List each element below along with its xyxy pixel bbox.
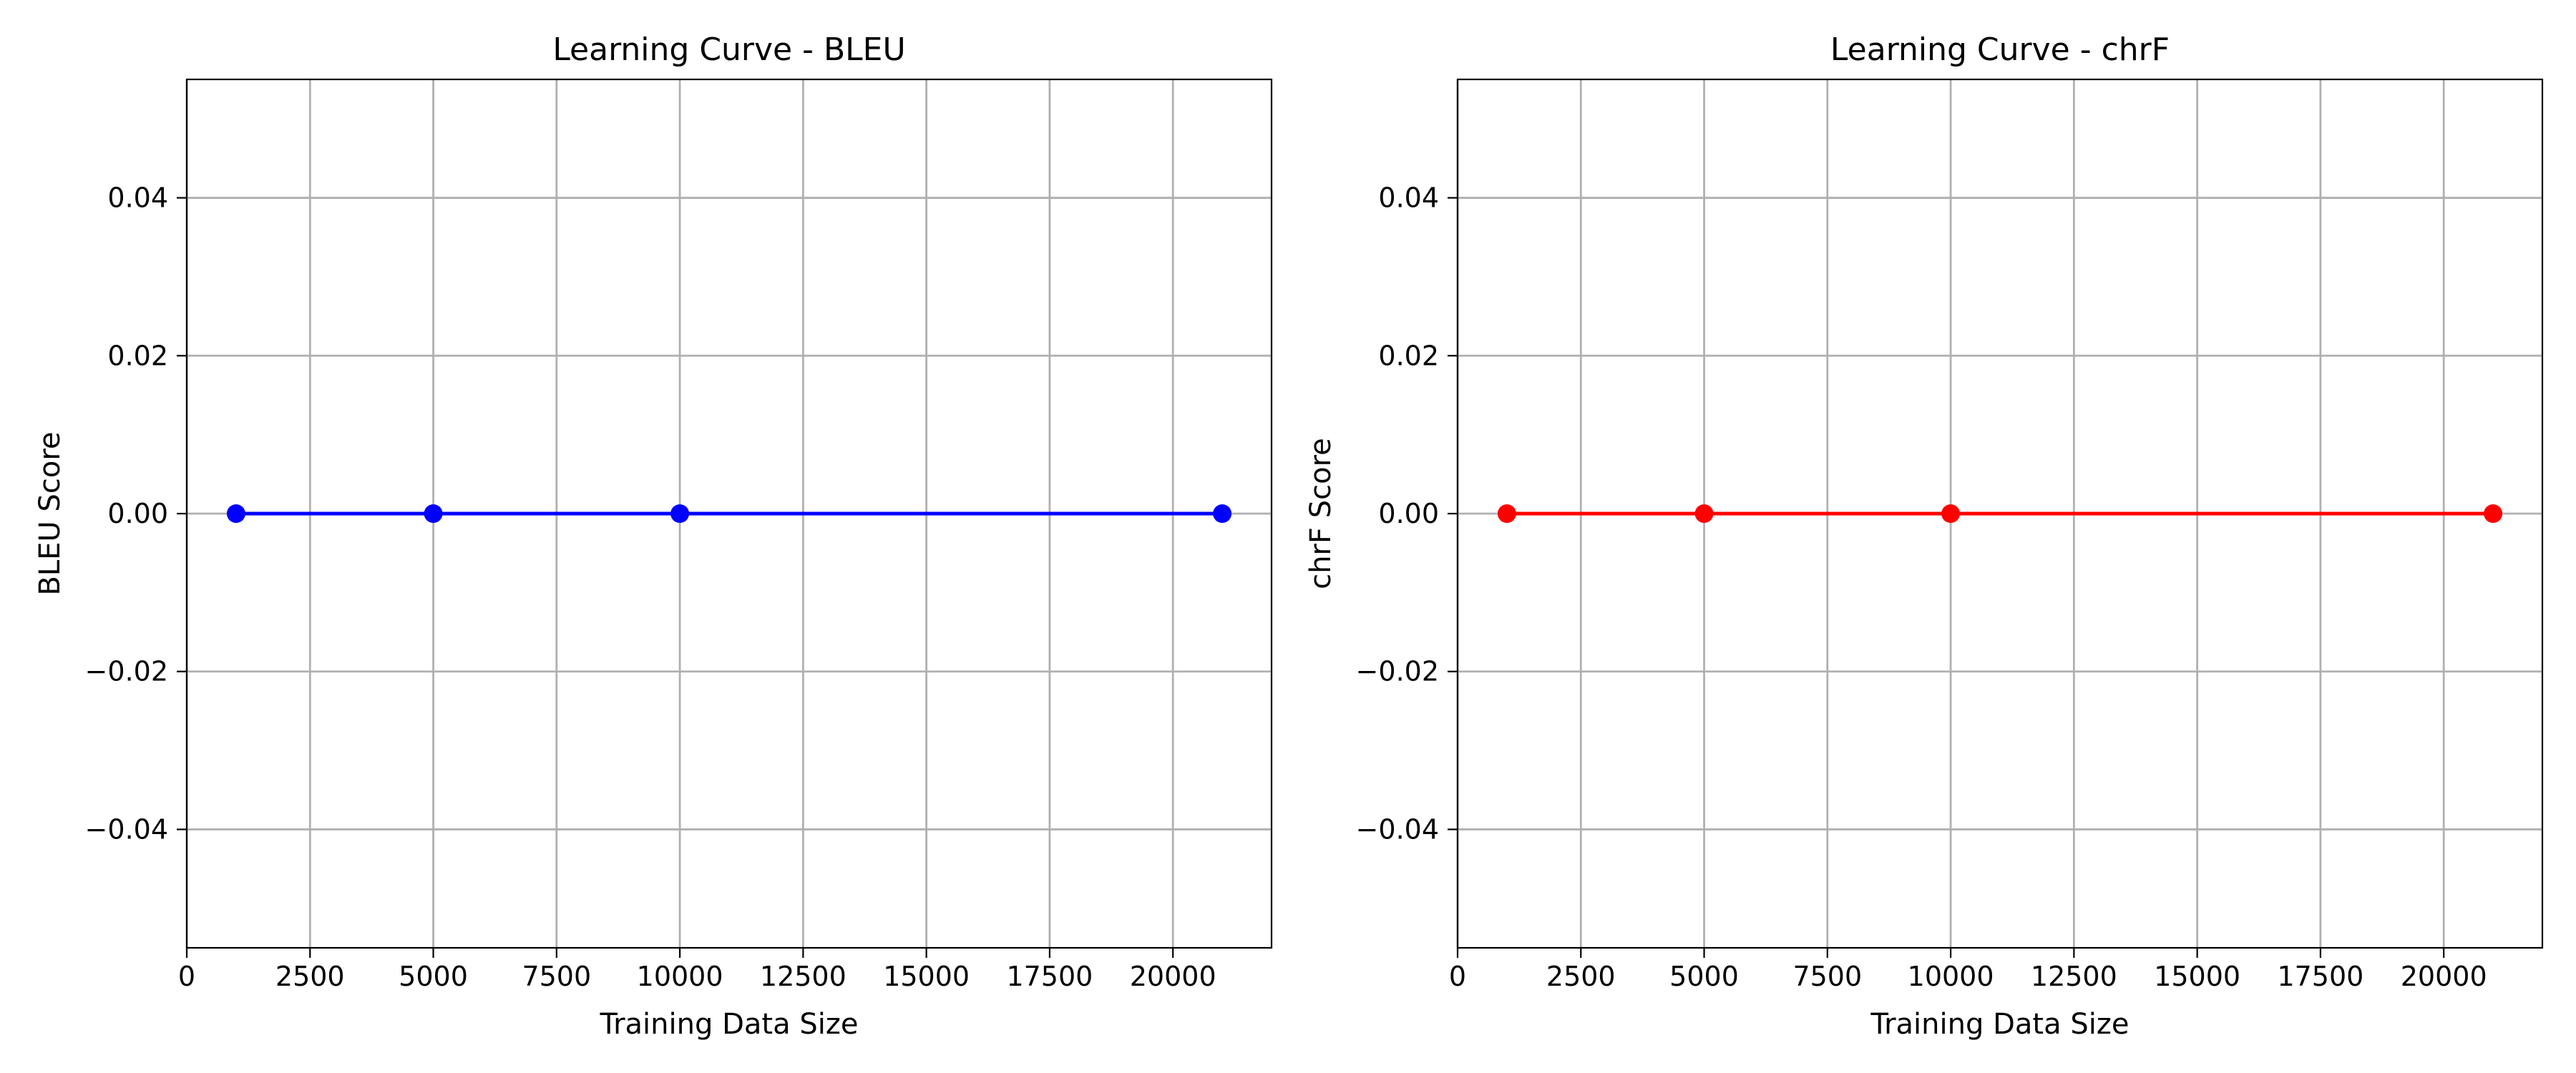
axes-frame (1456, 78, 2544, 949)
x-tick-label: 0 (178, 961, 195, 992)
y-tick-label: 0.04 (107, 182, 168, 214)
x-tick-label: 20000 (2401, 961, 2487, 992)
x-tick-label: 20000 (1130, 961, 1216, 992)
x-tick-label: 5000 (399, 961, 468, 992)
ticks: 0 2500 5000 7500 10000 12500 15000 17500 20000 −0… (85, 182, 1216, 992)
chart-title: Learning Curve - chrF (1830, 31, 2170, 68)
data-point (1213, 504, 1232, 523)
y-tick-label: −0.04 (85, 813, 168, 845)
chart-panel-chrf: Learning Curve - chrF Training Data Size… (1304, 31, 2544, 1041)
chart-panel-bleu: Learning Curve - BLEU Training Data Size… (34, 31, 1273, 1041)
y-tick-label: −0.04 (1356, 813, 1439, 845)
y-tick-label: 0.00 (107, 498, 168, 529)
y-tick-label: −0.02 (85, 656, 168, 687)
x-tick-label: 15000 (2154, 961, 2240, 992)
x-tick-label: 12500 (760, 961, 847, 992)
ticks: 0 2500 5000 7500 10000 12500 15000 17500 20000 −0… (1356, 182, 2487, 992)
x-tick-label: 15000 (883, 961, 970, 992)
data-point (226, 504, 245, 523)
x-tick-label: 2500 (275, 961, 345, 992)
x-axis-label: Training Data Size (600, 1008, 859, 1041)
x-tick-label: 12500 (2031, 961, 2117, 992)
x-tick-label: 17500 (2277, 961, 2363, 992)
axes-frame (185, 78, 1273, 949)
data-point (2484, 504, 2503, 523)
x-tick-label: 10000 (1908, 961, 1994, 992)
y-tick-label: 0.02 (1378, 340, 1439, 371)
data-point (1497, 504, 1516, 523)
data-point (424, 504, 443, 523)
data-point (1694, 504, 1714, 523)
y-tick-label: 0.00 (1378, 498, 1439, 529)
data-point (670, 504, 690, 523)
data-point (1941, 504, 1961, 523)
x-tick-label: 17500 (1006, 961, 1093, 992)
x-tick-label: 5000 (1669, 961, 1739, 992)
x-tick-label: 0 (1449, 961, 1466, 992)
y-axis-label: BLEU Score (34, 431, 67, 595)
y-tick-label: 0.02 (107, 340, 168, 371)
x-axis-label: Training Data Size (1870, 1008, 2129, 1041)
x-tick-label: 10000 (637, 961, 723, 992)
chart-title: Learning Curve - BLEU (552, 31, 905, 68)
y-axis-label: chrF Score (1304, 438, 1337, 589)
y-tick-label: 0.04 (1378, 182, 1439, 214)
x-tick-label: 7500 (522, 961, 591, 992)
x-tick-label: 2500 (1546, 961, 1616, 992)
y-tick-label: −0.02 (1356, 656, 1439, 687)
x-tick-label: 7500 (1792, 961, 1862, 992)
